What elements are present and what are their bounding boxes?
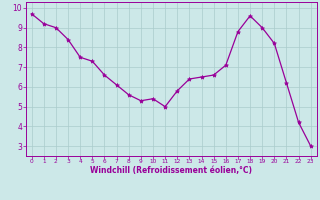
X-axis label: Windchill (Refroidissement éolien,°C): Windchill (Refroidissement éolien,°C) (90, 166, 252, 175)
